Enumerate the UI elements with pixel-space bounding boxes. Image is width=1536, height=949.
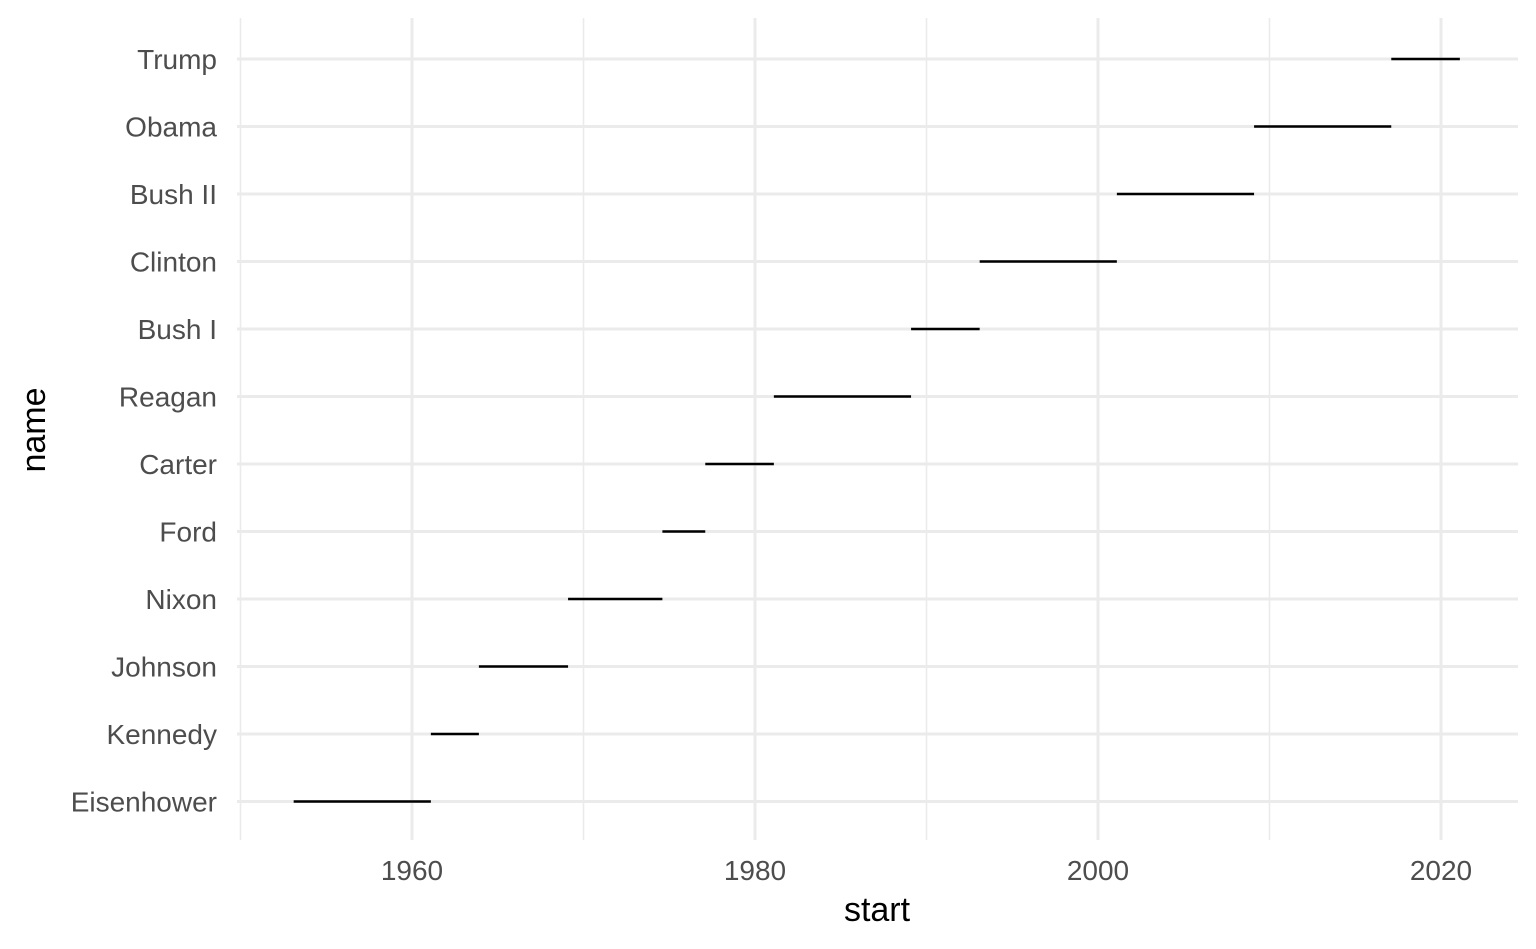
y-tick-label: Obama — [125, 112, 217, 143]
x-axis-title: start — [844, 891, 911, 929]
y-tick-label: Reagan — [119, 382, 217, 413]
y-tick-label: Johnson — [111, 652, 217, 683]
y-tick-label: Trump — [137, 44, 217, 75]
gridlines — [237, 18, 1518, 840]
y-tick-label: Carter — [139, 449, 217, 480]
segments — [293, 57, 1460, 803]
y-tick-labels: Eisenhower Kennedy Johnson Nixon Ford Carter R… — [71, 44, 218, 818]
y-tick-label: Eisenhower — [71, 787, 217, 818]
x-tick-label: 2000 — [1067, 855, 1129, 886]
y-tick-label: Ford — [159, 517, 217, 548]
y-tick-label: Nixon — [145, 584, 217, 615]
x-tick-label: 2020 — [1410, 855, 1472, 886]
x-tick-label: 1960 — [381, 855, 443, 886]
y-tick-label: Kennedy — [106, 719, 217, 750]
y-tick-label: Clinton — [130, 247, 217, 278]
x-tick-labels: 1960 1980 2000 2020 — [381, 855, 1472, 886]
y-axis-title: name — [15, 387, 53, 472]
y-tick-label: Bush II — [130, 179, 217, 210]
x-tick-label: 1980 — [724, 855, 786, 886]
y-tick-label: Bush I — [138, 314, 217, 345]
